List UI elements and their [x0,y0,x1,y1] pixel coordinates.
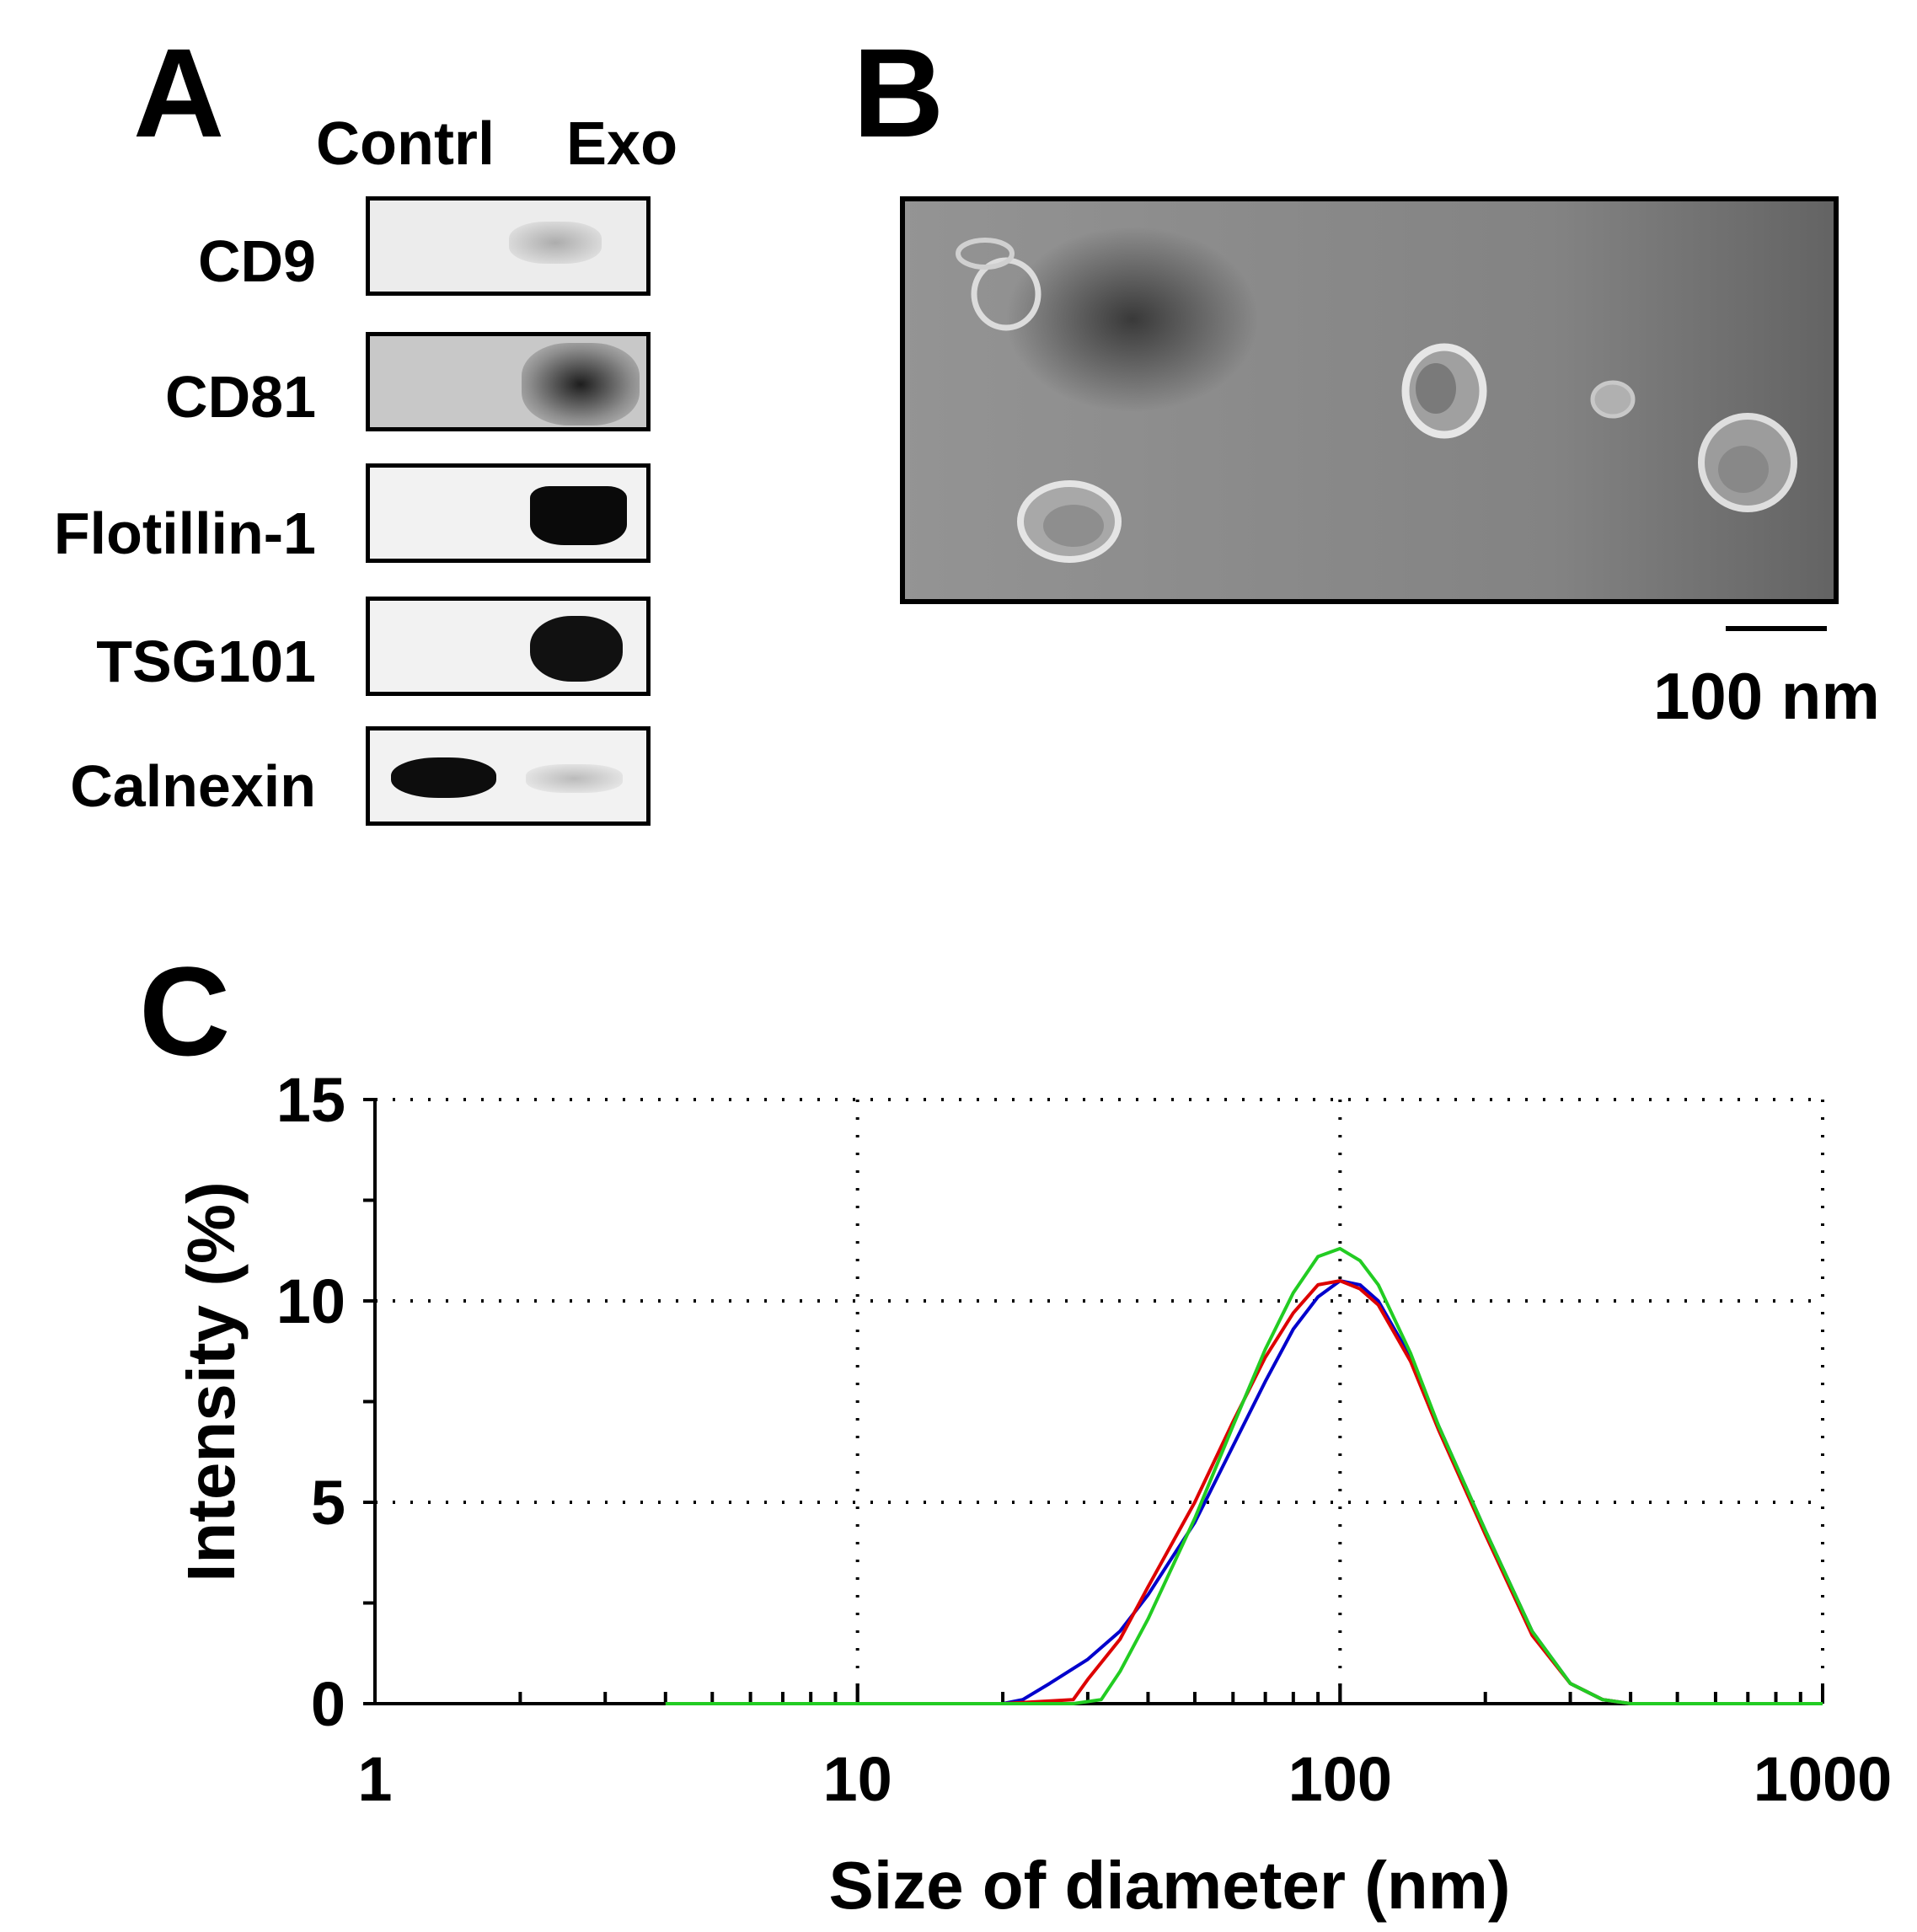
y-tick-label-10: 10 [276,1266,345,1336]
y-tick-label-5: 5 [311,1468,345,1538]
blot-strip-tsg101 [366,597,651,696]
x-tick-label-1000: 1000 [1754,1744,1893,1814]
x-tick-label-1: 1 [357,1744,392,1814]
lane-label-exo: Exo [566,110,678,178]
protein-label-tsg101: TSG101 [96,629,316,694]
y-tick-label-15: 15 [276,1065,345,1135]
panel-c-letter: C [139,940,231,1082]
vesicle-5 [1698,413,1797,512]
chart-grid [375,1098,1824,1704]
vesicle-4 [1590,380,1636,419]
panel-b-letter: B [853,22,945,163]
vesicle-3 [1401,343,1487,439]
protein-label-flotillin-1: Flotillin-1 [53,500,316,566]
chart-axes [363,1098,1824,1705]
x-tick-label-100: 100 [1288,1744,1392,1814]
blot-strip-flotillin-1 [366,463,651,563]
band-cd9-exo [509,222,602,264]
series-line-3 [665,1246,1823,1705]
band-cd81-exo [522,343,640,425]
protein-label-cd81: CD81 [165,364,316,430]
lane-label-control: Contrl [316,110,495,178]
series-line-1 [665,1279,1823,1705]
band-calnexin-exo [526,764,623,793]
vesicle-1 [956,238,1041,331]
chart-series [665,1246,1823,1705]
blot-strip-calnexin [366,726,651,826]
protein-label-cd9: CD9 [197,228,316,294]
tem-image [905,201,1834,599]
blot-strip-cd9 [366,196,651,296]
protein-label-calnexin: Calnexin [70,753,316,819]
band-flotillin-1-exo [530,486,627,545]
vesicle-2 [1017,480,1122,563]
chart-tick-labels: 1 10 100 1000 0 5 10 15 [276,1065,1893,1814]
panel-a-letter: A [133,22,225,163]
scale-bar [1726,626,1827,631]
band-tsg101-exo [530,616,623,682]
y-tick-label-0: 0 [311,1669,345,1739]
tem-micrograph [900,196,1839,604]
series-line-2 [665,1279,1823,1705]
scale-bar-label: 100 nm [1653,659,1880,733]
y-axis-label: Intensity (%) [174,1181,249,1582]
x-tick-label-10: 10 [823,1744,892,1814]
tem-dark-region [1006,227,1259,412]
blot-strip-cd81 [366,332,651,431]
band-calnexin-control [391,757,496,798]
x-axis-label: Size of diameter (nm) [828,1848,1510,1923]
